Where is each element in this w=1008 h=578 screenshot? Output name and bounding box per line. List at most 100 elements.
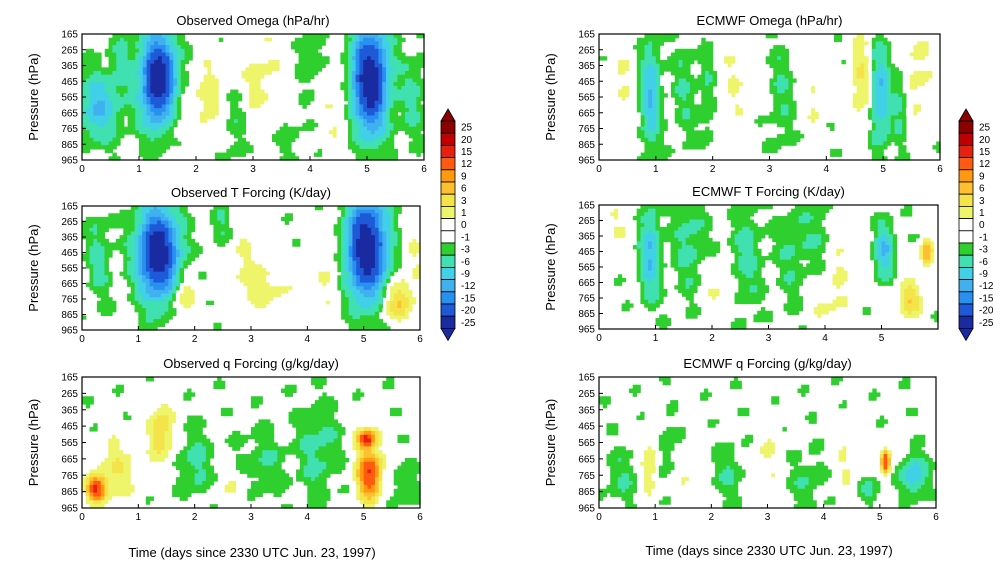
contour-cell xyxy=(142,326,147,331)
contour-cell xyxy=(408,260,414,265)
contour-cell xyxy=(123,104,129,109)
contour-cell xyxy=(253,52,258,57)
contour-cell xyxy=(251,430,256,436)
contour-cell xyxy=(235,275,241,280)
contour-cell xyxy=(382,119,387,124)
contour-cell xyxy=(183,257,188,262)
contour-cell xyxy=(322,249,327,255)
contour-cell xyxy=(104,442,109,447)
contour-cell xyxy=(93,260,98,265)
contour-cell xyxy=(150,93,155,98)
contour-cell xyxy=(104,119,110,124)
contour-cell xyxy=(352,300,357,306)
contour-cell xyxy=(258,278,263,284)
contour-cell xyxy=(294,126,300,131)
contour-cell xyxy=(378,97,383,102)
contour-cell xyxy=(134,253,139,258)
contour-cell xyxy=(100,235,106,240)
contour-cell xyxy=(127,297,132,302)
contour-cell xyxy=(374,242,380,247)
y-tick-label: 165 xyxy=(61,202,78,213)
contour-cell xyxy=(161,59,167,65)
contour-cell xyxy=(382,249,387,255)
contour-cell xyxy=(93,224,98,229)
contour-cell xyxy=(386,249,391,255)
contour-cell xyxy=(150,67,155,72)
contour-cell xyxy=(279,89,284,94)
contour-cell xyxy=(220,311,226,317)
contour-cell xyxy=(142,442,147,447)
contour-cell xyxy=(153,216,158,222)
contour-cell xyxy=(234,130,239,135)
contour-cell xyxy=(412,304,417,309)
contour-cell xyxy=(158,85,163,91)
contour-cell xyxy=(85,56,91,61)
contour-cell xyxy=(165,67,170,72)
contour-cell xyxy=(363,220,369,225)
contour-cell xyxy=(318,403,323,409)
contour-cell xyxy=(420,145,425,150)
contour-cell xyxy=(149,246,154,251)
contour-cell xyxy=(142,209,147,214)
contour-cell xyxy=(374,45,379,50)
contour-cell xyxy=(161,122,167,128)
contour-cell xyxy=(382,235,387,240)
contour-cell xyxy=(389,227,395,233)
contour-cell xyxy=(180,56,186,61)
contour-cell xyxy=(119,213,124,218)
contour-cell xyxy=(311,434,316,440)
contour-cell xyxy=(93,115,98,120)
contour-cell xyxy=(329,122,334,128)
contour-cell xyxy=(416,104,421,109)
contour-cell xyxy=(374,137,379,143)
contour-cell xyxy=(291,130,296,135)
contour-cell xyxy=(112,427,117,432)
contour-cell xyxy=(332,152,338,157)
contour-cell xyxy=(165,82,170,87)
contour-cell xyxy=(371,220,376,225)
contour-cell xyxy=(382,231,387,236)
contour-cell xyxy=(348,275,353,280)
contour-cell xyxy=(401,56,406,61)
contour-cell xyxy=(97,145,102,150)
contour-cell xyxy=(108,297,113,302)
contour-cell xyxy=(158,141,163,146)
contour-cell xyxy=(154,52,159,57)
contour-cell xyxy=(404,304,410,309)
contour-cell xyxy=(382,293,387,298)
contour-cell xyxy=(168,427,173,432)
contour-cell xyxy=(389,119,395,124)
contour-cell xyxy=(153,293,158,298)
contour-cell xyxy=(260,34,265,39)
x-tick-label: 1 xyxy=(136,334,142,345)
contour-cell xyxy=(389,145,395,150)
contour-cell xyxy=(104,403,109,409)
contour-cell xyxy=(258,242,263,247)
contour-cell xyxy=(138,231,143,236)
contour-cell xyxy=(135,78,140,83)
contour-cell xyxy=(370,108,376,113)
y-tick-label: 865 xyxy=(61,140,78,151)
contour-cell xyxy=(161,63,167,68)
contour-cell xyxy=(374,319,380,324)
contour-cell xyxy=(374,308,380,313)
contour-cell xyxy=(139,126,144,131)
contour-cell xyxy=(232,300,237,306)
contour-cell xyxy=(145,293,151,298)
contour-cell xyxy=(228,407,233,413)
contour-cell xyxy=(298,67,303,72)
contour-cell xyxy=(386,242,391,247)
contour-cell xyxy=(145,407,151,413)
contour-cell xyxy=(145,216,151,222)
contour-cell xyxy=(89,126,94,131)
contour-cell xyxy=(192,100,197,106)
contour-cell xyxy=(272,134,277,139)
contour-cell xyxy=(146,104,151,109)
contour-cell xyxy=(397,278,402,284)
contour-cell xyxy=(393,322,399,327)
contour-cell xyxy=(145,231,151,236)
contour-cell xyxy=(389,311,395,317)
contour-cell xyxy=(351,126,357,131)
contour-cell xyxy=(416,134,421,139)
contour-cell xyxy=(281,275,286,280)
